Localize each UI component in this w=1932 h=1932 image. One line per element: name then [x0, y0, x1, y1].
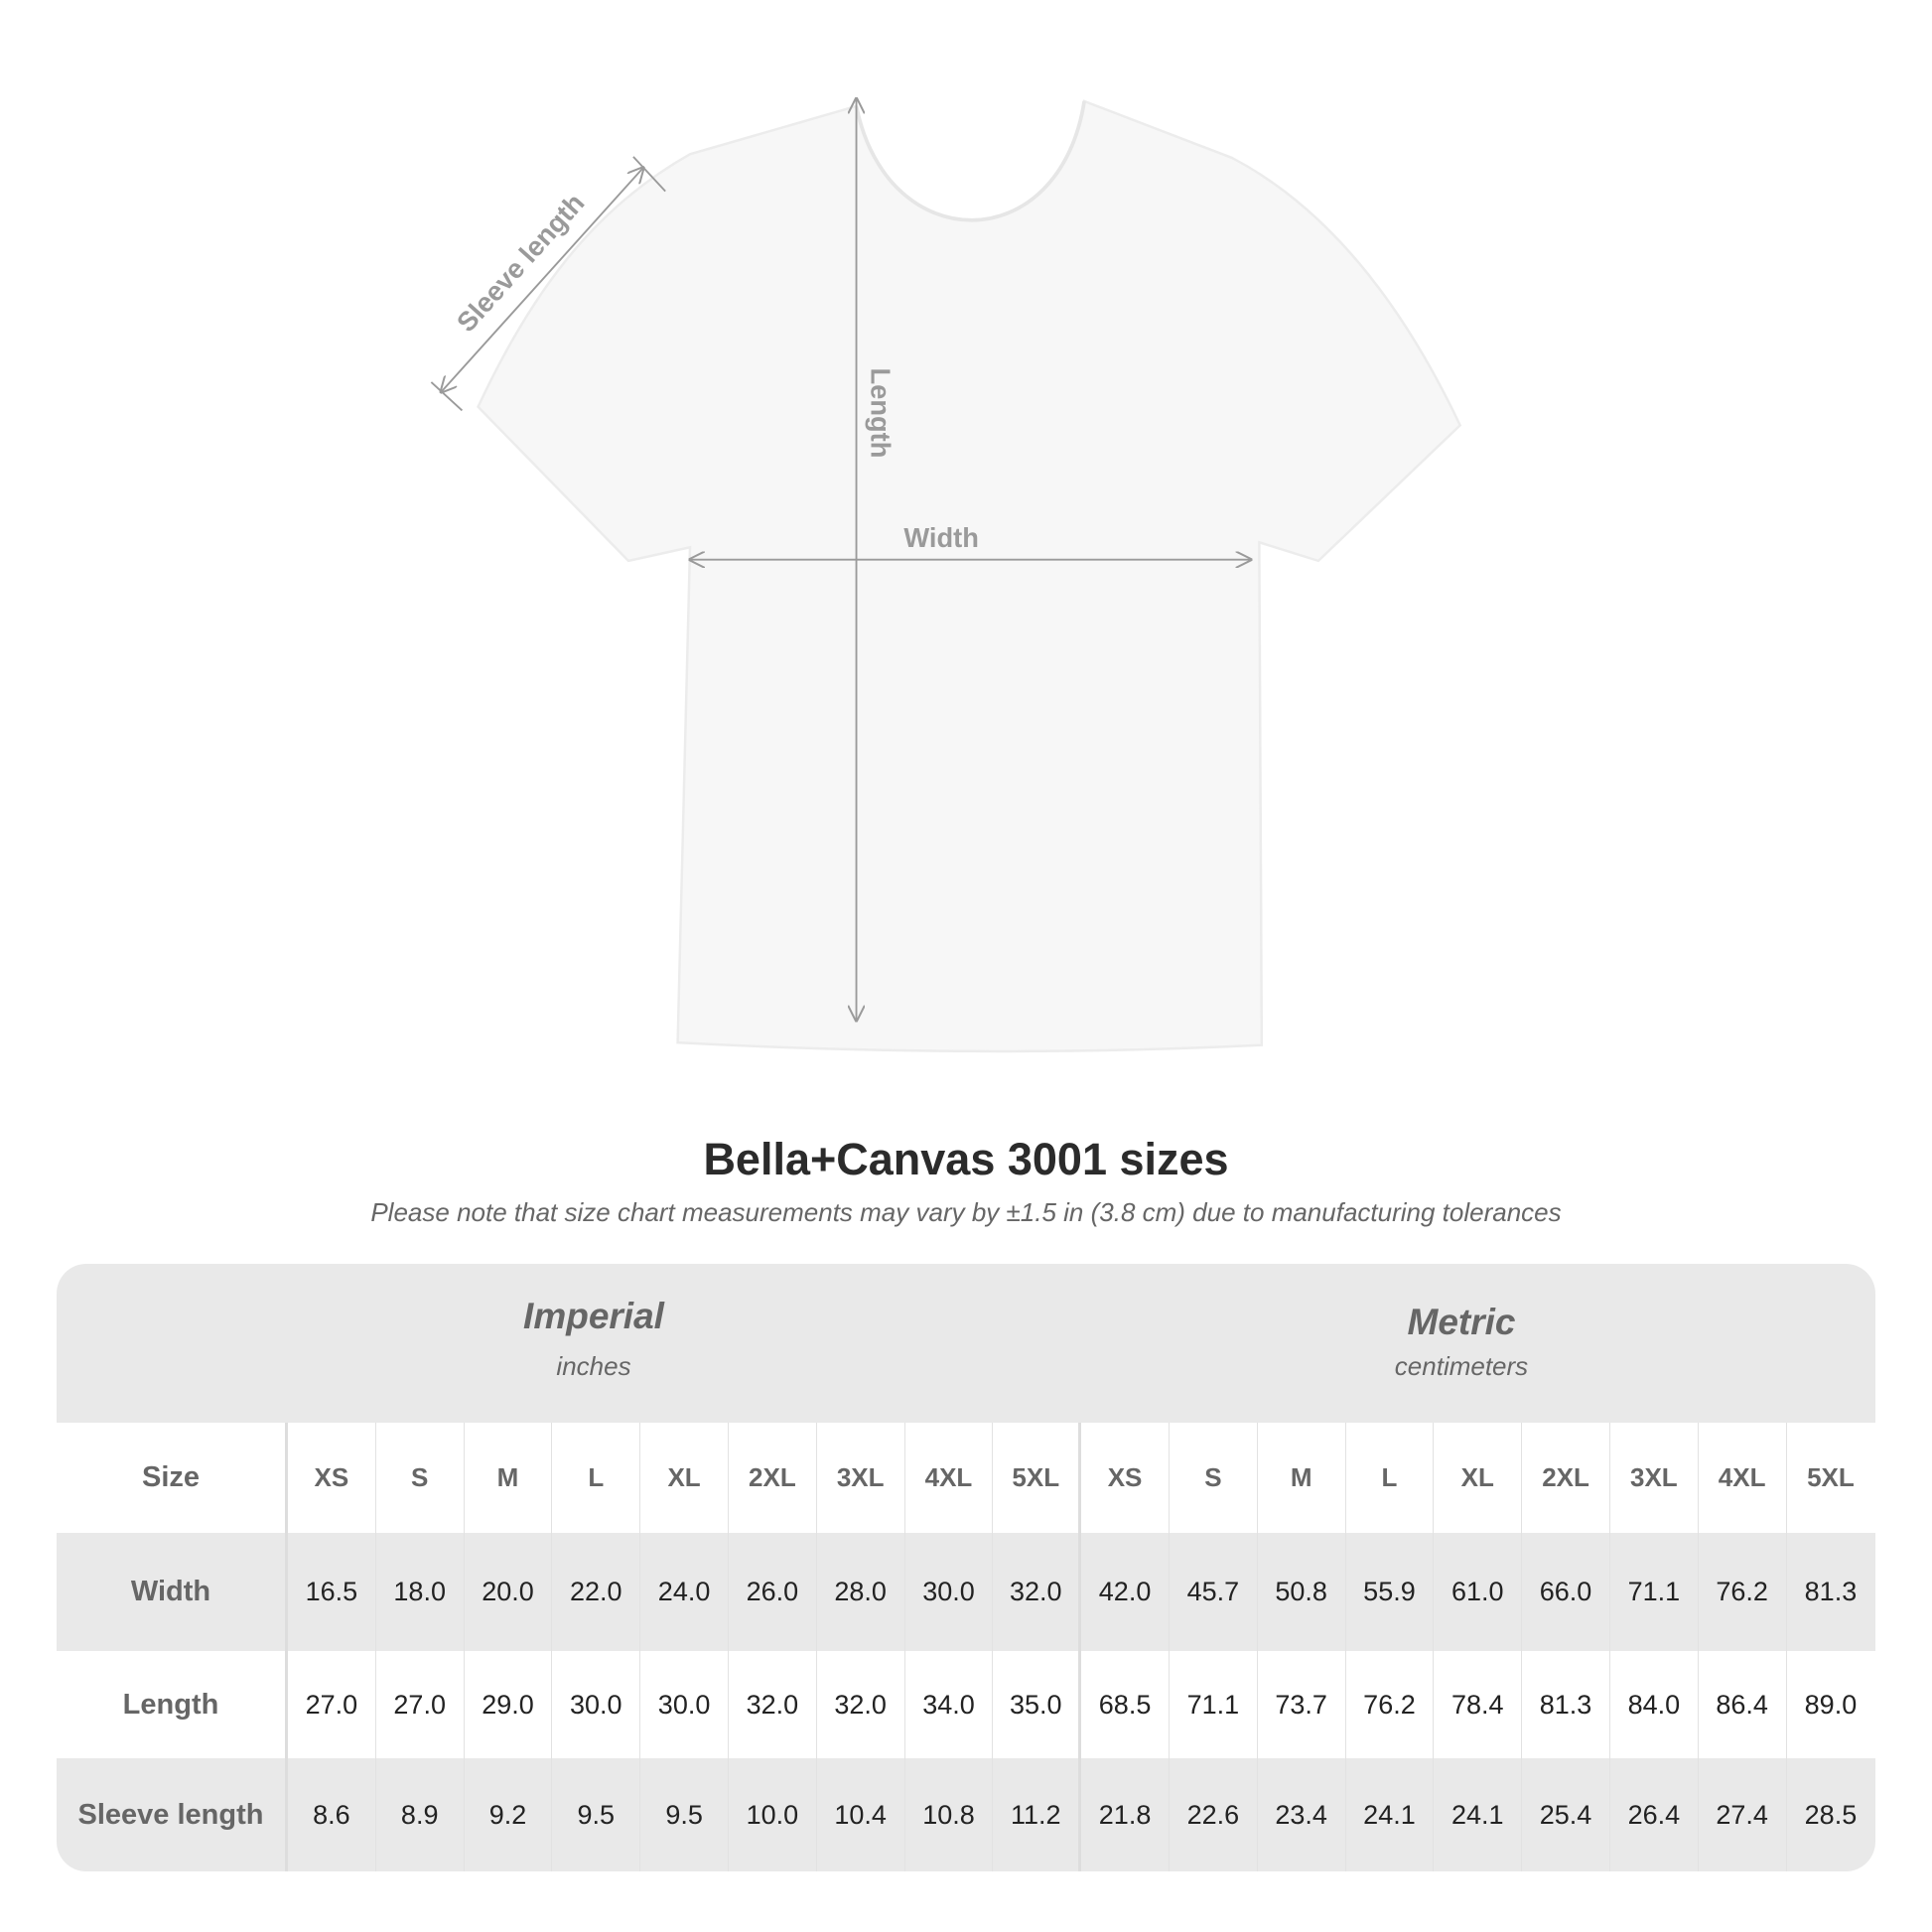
size-header-cell: L — [1346, 1423, 1435, 1533]
tolerance-note: Please note that size chart measurements… — [370, 1197, 1562, 1227]
table-cell: 76.2 — [1346, 1651, 1435, 1758]
table-cell: 22.0 — [552, 1533, 641, 1651]
table-cell: 28.0 — [817, 1533, 905, 1651]
size-header-cell: XL — [1434, 1423, 1523, 1533]
table-cell: 32.0 — [817, 1651, 905, 1758]
table-cell: 8.9 — [376, 1758, 465, 1871]
table-cell: 20.0 — [465, 1533, 553, 1651]
table-cell: 8.6 — [288, 1758, 376, 1871]
metric-header: Metric centimeters — [1164, 1302, 1759, 1382]
page-title: Bella+Canvas 3001 sizes — [703, 1134, 1229, 1184]
table-cell: 81.3 — [1522, 1651, 1610, 1758]
table-cell: 61.0 — [1434, 1533, 1523, 1651]
tshirt-diagram: Sleeve length Length Width — [430, 0, 1462, 1053]
tshirt-collar — [854, 100, 1086, 222]
unit-header: Imperial inches Metric centimeters — [57, 1264, 1875, 1423]
table-cell: 10.4 — [817, 1758, 905, 1871]
sleeve-length-arrow — [441, 168, 643, 392]
table-cell: 71.1 — [1170, 1651, 1258, 1758]
table-cell: 32.0 — [729, 1651, 817, 1758]
table-cell: 27.0 — [376, 1651, 465, 1758]
tshirt-shape — [477, 99, 1462, 1053]
table-cell: 24.1 — [1346, 1758, 1435, 1871]
size-header-cell: L — [552, 1423, 641, 1533]
size-header-cell: 4XL — [1699, 1423, 1787, 1533]
size-header-cell: XL — [640, 1423, 729, 1533]
table-cell: 11.2 — [993, 1758, 1082, 1871]
table-cell: 73.7 — [1258, 1651, 1346, 1758]
table-cell: 29.0 — [465, 1651, 553, 1758]
table-cell: 10.8 — [905, 1758, 994, 1871]
table-row: Width 16.5 18.0 20.0 22.0 24.0 26.0 28.0 30.0 32.… — [57, 1533, 1875, 1651]
size-header-cell: 5XL — [993, 1423, 1082, 1533]
table-cell: 10.0 — [729, 1758, 817, 1871]
table-cell: 9.2 — [465, 1758, 553, 1871]
size-header-cell: 3XL — [1610, 1423, 1699, 1533]
table-cell: 27.0 — [288, 1651, 376, 1758]
table-cell: 32.0 — [993, 1533, 1082, 1651]
table-cell: 30.0 — [640, 1651, 729, 1758]
size-header-cell: S — [1170, 1423, 1258, 1533]
table-cell: 89.0 — [1804, 1689, 1858, 1720]
row-label: Length — [57, 1651, 288, 1758]
table-cell: 78.4 — [1434, 1651, 1523, 1758]
table-cell: 45.7 — [1170, 1533, 1258, 1651]
table-cell: 26.0 — [729, 1533, 817, 1651]
metric-title: Metric — [1407, 1302, 1516, 1342]
size-header-cell: 2XL — [729, 1423, 817, 1533]
table-cell: 71.1 — [1610, 1533, 1699, 1651]
table-cell: 66.0 — [1522, 1533, 1610, 1651]
length-label: Length — [865, 367, 896, 458]
table-cell: 24.0 — [640, 1533, 729, 1651]
table-cell: 27.4 — [1699, 1758, 1787, 1871]
table-cell: 26.4 — [1610, 1758, 1699, 1871]
table-cell: 30.0 — [552, 1651, 641, 1758]
table-cell: 55.9 — [1346, 1533, 1435, 1651]
table-row: Length 27.0 27.0 29.0 30.0 30.0 32.0 32.0 34.0 35… — [57, 1651, 1875, 1758]
table-cell: 81.3 — [1804, 1577, 1858, 1606]
table-cell: 34.0 — [905, 1651, 994, 1758]
table-cell: 86.4 — [1699, 1651, 1787, 1758]
imperial-title: Imperial — [523, 1296, 664, 1336]
table-cell: 50.8 — [1258, 1533, 1346, 1651]
row-label: Sleeve length — [57, 1758, 288, 1871]
size-header-cell: 3XL — [817, 1423, 905, 1533]
table-cell: 21.8 — [1081, 1758, 1170, 1871]
table-cell: 9.5 — [640, 1758, 729, 1871]
size-row: Size XS S M L XL 2XL 3XL 4XL 5XL XS S M L XL 2XL 3XL 4XL… — [57, 1423, 1875, 1533]
table-cell: 18.0 — [376, 1533, 465, 1651]
table-cell: 35.0 — [993, 1651, 1082, 1758]
table-cell: 25.4 — [1522, 1758, 1610, 1871]
table-cell: 84.0 — [1610, 1651, 1699, 1758]
width-label: Width — [903, 522, 979, 553]
table-cell: 23.4 — [1258, 1758, 1346, 1871]
size-header-cell: M — [1258, 1423, 1346, 1533]
table-cell: 9.5 — [552, 1758, 641, 1871]
row-label: Width — [57, 1533, 288, 1651]
table-row: Sleeve length 8.6 8.9 9.2 9.5 9.5 10.0 10.4 10.8… — [57, 1758, 1875, 1871]
table-cell: 22.6 — [1170, 1758, 1258, 1871]
table-cell: 30.0 — [905, 1533, 994, 1651]
table-cell: 76.2 — [1699, 1533, 1787, 1651]
imperial-header: Imperial inches — [296, 1296, 892, 1382]
size-header-cell: 5XL — [1807, 1462, 1855, 1492]
size-header-cell: M — [465, 1423, 553, 1533]
table-cell: 68.5 — [1081, 1651, 1170, 1758]
size-header-cell: 2XL — [1522, 1423, 1610, 1533]
table-cell: 28.5 — [1804, 1799, 1858, 1830]
size-header-cell: XS — [1081, 1423, 1170, 1533]
size-header-cell: S — [376, 1423, 465, 1533]
size-label: Size — [57, 1423, 288, 1533]
table-cell: 42.0 — [1081, 1533, 1170, 1651]
table-cell: 24.1 — [1434, 1758, 1523, 1871]
size-table: Imperial inches Metric centimeters Size … — [57, 1264, 1875, 1871]
size-header-cell: 4XL — [905, 1423, 994, 1533]
table-cell: 16.5 — [288, 1533, 376, 1651]
imperial-unit: inches — [556, 1351, 631, 1381]
metric-unit: centimeters — [1394, 1351, 1529, 1381]
size-header-cell: XS — [288, 1423, 376, 1533]
